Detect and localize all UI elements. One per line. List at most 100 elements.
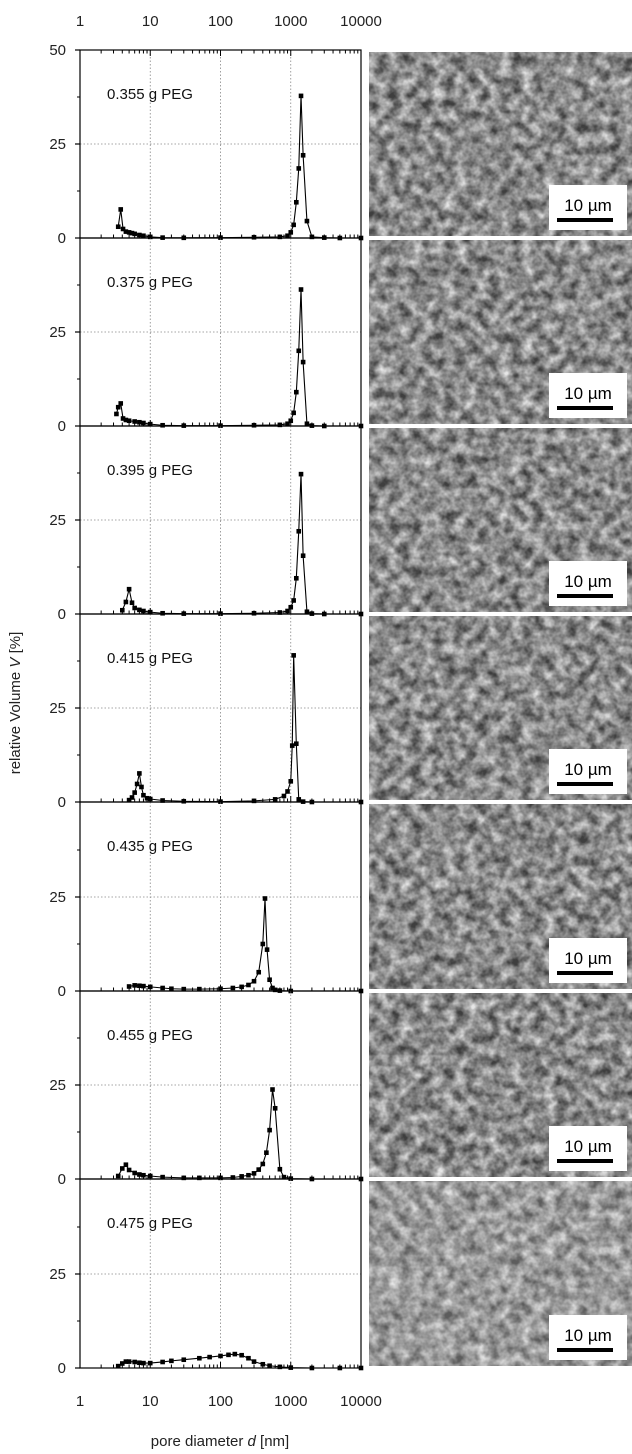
scale-bar-box bbox=[549, 1126, 627, 1171]
data-point bbox=[285, 421, 290, 427]
data-point bbox=[260, 1161, 266, 1167]
data-point bbox=[251, 234, 257, 240]
data-point bbox=[123, 229, 129, 234]
y-tick-label: 0 bbox=[58, 1360, 66, 1377]
data-point bbox=[309, 1365, 315, 1371]
data-point bbox=[267, 977, 272, 983]
data-point bbox=[251, 422, 257, 428]
data-point bbox=[267, 1363, 272, 1369]
y-axis-title: relative Volume V [%] bbox=[7, 632, 24, 775]
sem-micrograph: 10 µm bbox=[369, 52, 632, 236]
scale-bar-box bbox=[549, 1315, 627, 1360]
data-point bbox=[147, 234, 153, 240]
data-point bbox=[132, 790, 137, 795]
data-point bbox=[246, 1355, 251, 1361]
data-point bbox=[272, 797, 278, 802]
data-point bbox=[291, 598, 296, 603]
scale-bar-label: 10 µm bbox=[564, 949, 612, 968]
data-point bbox=[132, 1170, 137, 1176]
data-point bbox=[304, 421, 310, 427]
data-point bbox=[304, 218, 310, 224]
data-point bbox=[294, 389, 299, 395]
data-point bbox=[270, 1087, 275, 1092]
series-line bbox=[128, 898, 361, 992]
scale-bar-box bbox=[549, 561, 627, 606]
data-point bbox=[262, 896, 268, 901]
data-point bbox=[291, 653, 296, 658]
data-point bbox=[270, 985, 275, 991]
y-tick-label: 0 bbox=[58, 606, 66, 623]
sem-micrograph: 10 µm bbox=[369, 428, 632, 612]
data-point bbox=[137, 983, 142, 989]
x-tick-label: 100 bbox=[208, 1393, 233, 1410]
y-tick-label: 25 bbox=[49, 1266, 66, 1283]
scale-bar bbox=[557, 1348, 613, 1352]
data-point bbox=[309, 234, 315, 240]
scale-bar bbox=[557, 1159, 613, 1163]
scale-bar bbox=[557, 782, 613, 786]
data-point bbox=[298, 287, 304, 292]
series-label: 0.475 g PEG bbox=[107, 1215, 193, 1232]
data-point bbox=[126, 418, 132, 424]
data-point bbox=[137, 419, 142, 425]
data-point bbox=[126, 984, 132, 989]
data-point bbox=[300, 553, 306, 559]
data-point bbox=[197, 986, 202, 992]
series-label: 0.435 g PEG bbox=[107, 838, 193, 855]
data-point bbox=[251, 798, 257, 804]
y-tick-label: 0 bbox=[58, 1171, 66, 1188]
data-point bbox=[277, 610, 283, 615]
x-axis-title: pore diameter d [nm] bbox=[151, 1433, 289, 1450]
data-point bbox=[123, 599, 129, 605]
data-point bbox=[337, 1365, 343, 1371]
data-point bbox=[272, 1106, 278, 1111]
data-point bbox=[123, 1359, 129, 1364]
data-point bbox=[141, 420, 146, 426]
data-point bbox=[147, 1173, 153, 1179]
data-point bbox=[251, 610, 257, 616]
sem-micrograph: 10 µm bbox=[369, 240, 632, 424]
series-line bbox=[121, 474, 361, 615]
panel-5: 0 25 0.435 g PEG bbox=[49, 801, 364, 1000]
series-label: 0.455 g PEG bbox=[107, 1027, 193, 1044]
data-point bbox=[132, 1359, 137, 1365]
data-point bbox=[218, 1353, 223, 1359]
data-point bbox=[239, 1352, 244, 1358]
y-tick-label: 0 bbox=[58, 230, 66, 247]
data-point bbox=[132, 419, 137, 424]
series-label: 0.415 g PEG bbox=[107, 650, 193, 667]
data-point bbox=[246, 1172, 251, 1178]
data-point bbox=[147, 796, 153, 802]
data-point bbox=[141, 1360, 146, 1366]
data-point bbox=[139, 784, 144, 790]
data-point bbox=[294, 575, 299, 581]
data-point bbox=[115, 1363, 121, 1369]
data-point bbox=[294, 741, 299, 747]
data-point bbox=[277, 1364, 283, 1370]
data-point bbox=[137, 771, 142, 776]
y-tick-label: 0 bbox=[58, 418, 66, 435]
data-point bbox=[298, 93, 304, 99]
panel-1: 0 25 50 0.355 g PEG bbox=[49, 42, 364, 247]
data-point bbox=[296, 166, 302, 171]
x-tick-label: 10000 bbox=[340, 1393, 382, 1410]
data-point bbox=[197, 1355, 202, 1361]
data-point bbox=[126, 586, 132, 592]
data-point bbox=[218, 986, 223, 992]
data-point bbox=[126, 1359, 132, 1364]
panel-3: 0 25 0.395 g PEG bbox=[49, 425, 364, 623]
data-point bbox=[260, 1361, 266, 1367]
y-tick-label: 25 bbox=[49, 136, 66, 153]
data-point bbox=[141, 608, 146, 614]
sem-micrograph: 10 µm bbox=[369, 804, 632, 989]
x-tick-label: 10 bbox=[142, 1393, 159, 1410]
series-label: 0.375 g PEG bbox=[107, 274, 193, 291]
y-tick-label: 25 bbox=[49, 512, 66, 529]
scale-bar-label: 10 µm bbox=[564, 760, 612, 779]
sem-micrograph: 10 µm bbox=[369, 616, 632, 800]
scale-bar-label: 10 µm bbox=[564, 572, 612, 591]
data-point bbox=[294, 199, 299, 205]
scale-bar-label: 10 µm bbox=[564, 384, 612, 403]
data-point bbox=[115, 404, 121, 410]
x-tick-label: 1000 bbox=[274, 1393, 307, 1410]
